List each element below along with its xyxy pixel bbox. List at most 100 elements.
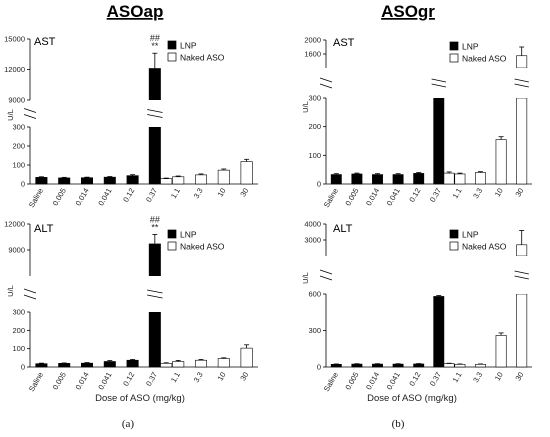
bar-lnp: [392, 363, 404, 368]
x-tick-label: 0.37: [428, 187, 443, 204]
bar-break-gap: [148, 100, 162, 127]
x-tick-label: 10: [493, 187, 505, 199]
bar-naked-aso: [443, 363, 455, 368]
y-tick-label: 0: [317, 180, 321, 189]
bar-lnp: [58, 363, 71, 368]
panel-title: AST: [333, 37, 355, 49]
x-tick-label: 1.1: [169, 371, 182, 385]
bar-lnp: [148, 68, 161, 101]
bar-lnp: [126, 175, 139, 185]
y-tick-label: 2000: [304, 36, 321, 45]
heading-asogr: ASOgr: [381, 2, 435, 21]
y-tick-label: 9000: [8, 96, 25, 105]
bar-break-mark: [147, 109, 163, 113]
bar-naked-aso: [217, 358, 230, 368]
bar-naked-aso: [195, 359, 208, 368]
x-tick-label: Saline: [322, 187, 340, 210]
x-tick-label: 3.3: [471, 187, 484, 201]
bar-naked-aso: [495, 139, 507, 185]
x-tick-label: 0.041: [96, 187, 113, 208]
y-axis-label: U/L: [301, 101, 310, 113]
x-tick-label: 10: [493, 371, 505, 383]
bar-lnp: [148, 243, 161, 277]
chart-asogr-alt: 0 300 600 3000 4000 ALT U/L Saline 0.005 0.014 0.0…: [301, 220, 532, 393]
chart-asoap-alt: 0 100 200 300 9000 12000 ALT U/L Saline 0.005 0.01…: [4, 214, 258, 393]
y-axis-label: U/L: [6, 109, 15, 121]
legend-label: LNP: [462, 230, 479, 240]
y-tick-label: 100: [12, 161, 25, 170]
bar-lnp: [392, 174, 404, 185]
y-tick-label: 0: [317, 363, 321, 372]
legend-label: Naked ASO: [462, 54, 507, 64]
heading-asoap: ASOap: [107, 2, 164, 21]
y-tick-label: 0: [21, 363, 25, 372]
x-tick-label: 3.3: [192, 371, 205, 385]
bar-naked-aso: [475, 172, 486, 185]
axis-break-mark: [319, 269, 333, 275]
bar-break-gap: [148, 276, 162, 312]
x-tick-label: 0.041: [385, 187, 402, 208]
bar-break-mark: [514, 78, 529, 83]
x-tick-label: 30: [238, 371, 250, 383]
bar-naked-aso: [454, 173, 466, 185]
legend-swatch-lnp: [167, 229, 177, 239]
axis-break-mark: [319, 77, 333, 83]
bar-break-mark: [514, 83, 529, 88]
bar-naked-aso: [516, 55, 528, 69]
y-tick-label: 300: [12, 308, 25, 317]
bar-lnp: [433, 296, 445, 368]
chart-asoap-ast: 0 100 200 300 9000 12000 15000 AST U/L Saline 0.00…: [4, 33, 258, 209]
bar-naked-aso: [172, 361, 185, 368]
bar-lnp: [81, 177, 94, 185]
x-tick-label: 0.37: [428, 371, 443, 388]
bar-lnp: [372, 174, 383, 185]
x-tick-label: Saline: [27, 371, 45, 394]
bar-lnp: [148, 126, 161, 185]
x-tick-label: 0.014: [74, 371, 91, 392]
y-tick-label: 300: [12, 123, 25, 132]
y-tick-label: 0: [21, 180, 25, 189]
x-tick-label: 0.014: [74, 187, 91, 208]
x-tick-label: Saline: [27, 187, 45, 210]
bar-lnp: [126, 359, 139, 368]
legend-swatch-naked-aso: [449, 53, 459, 63]
axis-break-mark: [23, 114, 37, 119]
x-tick-label: 0.041: [96, 371, 113, 392]
bar-naked-aso: [240, 347, 253, 368]
bar-break-mark: [514, 275, 529, 280]
x-tick-label: 0.005: [51, 371, 68, 392]
chart-asogr-ast: 0 100 200 300 1600 2000 AST U/L Saline 0.005 0.014…: [301, 36, 532, 210]
y-tick-label: 12000: [4, 220, 25, 229]
y-tick-label: 3000: [304, 236, 321, 245]
x-tick-label: 1.1: [451, 187, 464, 201]
legend-swatch-lnp: [167, 40, 177, 50]
bar-naked-aso: [454, 364, 466, 368]
panel-title: AST: [34, 36, 56, 48]
legend-label: Naked ASO: [180, 242, 225, 252]
bar-break-mark: [431, 78, 447, 83]
x-tick-label: 1.1: [451, 371, 464, 385]
legend-label: Naked ASO: [180, 53, 225, 63]
subfigure-label-a: (a): [122, 418, 135, 430]
x-tick-label: 30: [513, 187, 525, 199]
bar-lnp: [413, 363, 425, 368]
x-tick-label: 0.12: [407, 187, 422, 204]
bar-break-mark: [147, 114, 163, 118]
bar-break-gap: [515, 68, 528, 98]
bar-lnp: [351, 173, 363, 185]
legend-label: LNP: [180, 230, 197, 240]
axis-break-mark: [319, 83, 333, 89]
legend-swatch-lnp: [449, 41, 459, 51]
x-tick-label: 10: [216, 187, 228, 199]
bar-break-mark: [147, 289, 163, 294]
bar-lnp: [58, 177, 71, 185]
bar-lnp: [330, 174, 342, 185]
bar-break-gap: [432, 68, 445, 98]
x-tick-label: 0.041: [385, 371, 402, 392]
x-tick-label: 1.1: [169, 187, 182, 201]
y-tick-label: 100: [12, 344, 25, 353]
bar-naked-aso: [160, 178, 173, 185]
legend-swatch-naked-aso: [167, 52, 177, 62]
legend-label: Naked ASO: [462, 242, 507, 252]
y-tick-label: 4000: [304, 220, 321, 229]
